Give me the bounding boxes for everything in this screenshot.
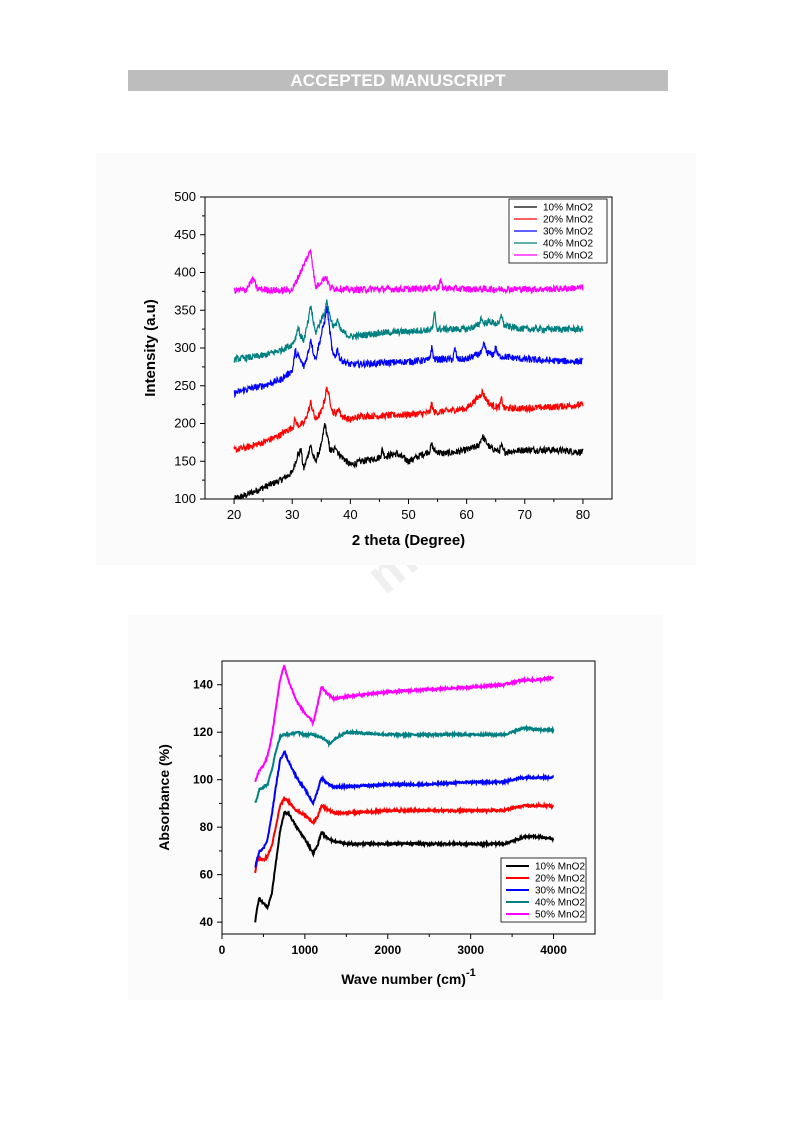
ftir-chart-panel: 0 1000 2000 3000 4000 40 60 80 100 120 140 Wave num…: [128, 615, 663, 1000]
accepted-manuscript-banner: ACCEPTED MANUSCRIPT: [128, 70, 668, 91]
xrd-chart: 20 30 40 50 60 70 80 100 150 200 250 300 350 400 450 50…: [142, 189, 613, 549]
series-line-2: [233, 386, 584, 453]
x-tick-label: 50: [401, 507, 415, 522]
y-tick-label: 140: [193, 678, 213, 692]
legend-label: 40% MnO2: [535, 898, 585, 909]
legend-label: 10% MnO2: [543, 203, 593, 214]
y-axis-title: Absorbance (%): [156, 744, 172, 851]
x-tick-label: 3000: [457, 943, 484, 957]
y-tick-label: 350: [174, 302, 196, 317]
x-axis-title: 2 theta (Degree): [352, 532, 465, 549]
y-axis-title: Intensity (a.u): [142, 299, 159, 397]
y-tick-label: 40: [200, 915, 214, 929]
series-line-3: [233, 305, 584, 399]
legend-label: 30% MnO2: [535, 886, 585, 897]
legend-label: 30% MnO2: [543, 227, 593, 238]
x-tick-label: 20: [227, 507, 241, 522]
x-tick-label: 1000: [292, 943, 319, 957]
legend-label: 40% MnO2: [543, 239, 593, 250]
y-tick-label: 80: [200, 820, 214, 834]
x-tick-label: 30: [285, 507, 299, 522]
x-tick-label: 0: [219, 943, 226, 957]
legend-label: 20% MnO2: [535, 874, 585, 885]
x-axis-title-text: Wave number (cm): [341, 971, 466, 987]
y-tick-label: 150: [174, 453, 196, 468]
y-tick-label: 100: [174, 491, 196, 506]
legend-label: 10% MnO2: [535, 862, 585, 873]
series-line-3: [254, 749, 555, 868]
series-line-1: [233, 422, 584, 499]
xrd-chart-panel: 20 30 40 50 60 70 80 100 150 200 250 300 350 400 450 50…: [96, 153, 696, 565]
series-line-1: [254, 810, 555, 923]
series-line-5: [233, 248, 584, 295]
x-axis-title-superscript: -1: [466, 967, 476, 979]
series-line-2: [254, 795, 555, 874]
x-tick-label: 70: [518, 507, 532, 522]
y-tick-label: 100: [193, 773, 213, 787]
x-tick-label: 4000: [540, 943, 567, 957]
legend-label: 50% MnO2: [535, 910, 585, 921]
y-tick-label: 300: [174, 340, 196, 355]
x-tick-label: 80: [576, 507, 590, 522]
x-axis-title: Wave number (cm)-1: [341, 967, 476, 987]
y-tick-label: 250: [174, 378, 196, 393]
x-axis-title-text: 2 theta (Degree): [352, 532, 465, 549]
y-tick-label: 200: [174, 416, 196, 431]
y-tick-label: 60: [200, 868, 214, 882]
x-tick-label: 60: [459, 507, 473, 522]
series-line-4: [254, 724, 555, 804]
series-line-4: [233, 299, 584, 364]
series-line-5: [254, 664, 555, 783]
y-tick-label: 500: [174, 189, 196, 204]
ftir-chart: 0 1000 2000 3000 4000 40 60 80 100 120 140 Wave num…: [156, 660, 596, 987]
x-tick-label: 2000: [374, 943, 401, 957]
legend-label: 50% MnO2: [543, 251, 593, 262]
legend-label: 20% MnO2: [543, 215, 593, 226]
y-tick-label: 450: [174, 227, 196, 242]
x-tick-label: 40: [343, 507, 357, 522]
y-tick-label: 400: [174, 265, 196, 280]
y-tick-label: 120: [193, 725, 213, 739]
plot-frame: [221, 660, 596, 935]
